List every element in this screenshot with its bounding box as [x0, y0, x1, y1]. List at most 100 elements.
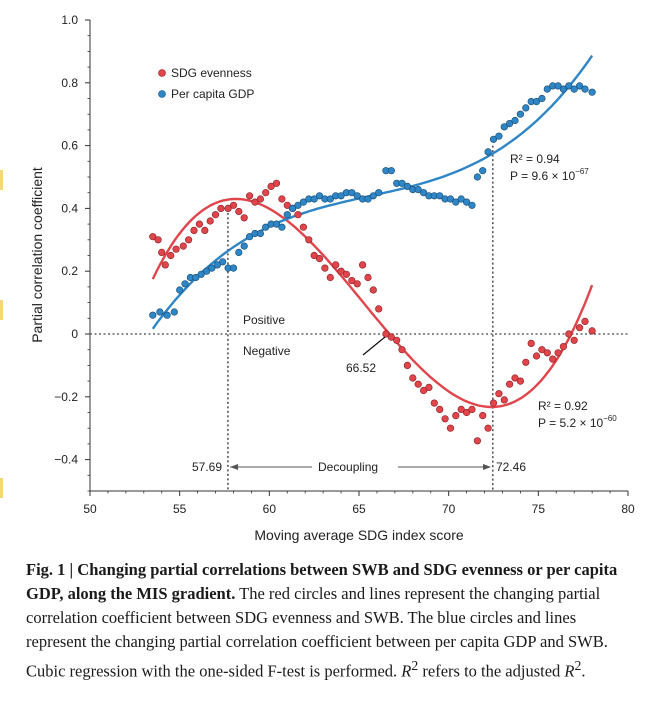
left-threshold-label: 57.69: [192, 460, 222, 474]
data-point-sdg-evenness: [565, 330, 573, 338]
data-point-sdg-evenness: [201, 226, 209, 234]
data-point-per-capita-gdp: [208, 264, 216, 272]
data-point-sdg-evenness: [532, 352, 541, 360]
data-point-per-capita-gdp: [337, 192, 345, 200]
data-point-per-capita-gdp: [229, 264, 238, 272]
y-tick-label: 0: [71, 327, 78, 341]
data-point-sdg-evenness: [500, 396, 508, 404]
data-point-per-capita-gdp: [457, 195, 465, 203]
data-point-per-capita-gdp: [588, 88, 596, 96]
data-point-per-capita-gdp: [294, 201, 302, 209]
data-point-per-capita-gdp: [452, 198, 460, 206]
positive-label: Positive: [243, 313, 285, 327]
fit-line-sdg-evenness: [151, 197, 594, 409]
data-point-per-capita-gdp: [463, 198, 471, 206]
data-point-per-capita-gdp: [256, 229, 265, 238]
data-point-sdg-evenness: [251, 198, 259, 206]
data-point-per-capita-gdp: [484, 148, 492, 156]
data-point-sdg-evenness: [342, 270, 351, 278]
data-point-sdg-evenness: [463, 408, 471, 417]
data-point-sdg-evenness: [195, 220, 203, 228]
data-point-per-capita-gdp: [516, 110, 525, 118]
data-point-per-capita-gdp: [387, 167, 395, 175]
data-point-sdg-evenness: [206, 217, 214, 225]
caption-r2-symbol: R: [401, 661, 412, 681]
data-point-sdg-evenness: [240, 214, 248, 222]
data-point-sdg-evenness: [489, 399, 498, 407]
data-point-sdg-evenness: [543, 349, 551, 357]
data-point-sdg-evenness: [321, 264, 329, 272]
data-point-per-capita-gdp: [289, 204, 297, 212]
data-point-sdg-evenness: [375, 305, 383, 313]
y-tick-label: 0.6: [61, 139, 78, 153]
x-tick-label: 50: [83, 502, 97, 516]
data-point-per-capita-gdp: [310, 195, 318, 203]
data-point-per-capita-gdp: [197, 270, 205, 278]
data-point-sdg-evenness: [278, 195, 286, 203]
caption-lead: Fig. 1 | Changing partial correlations b…: [26, 560, 618, 603]
data-point-per-capita-gdp: [203, 267, 211, 275]
legend: SDG evenness Per capita GDP: [158, 66, 254, 101]
data-point-sdg-evenness: [516, 377, 525, 385]
data-point-per-capita-gdp: [506, 119, 514, 128]
data-point-sdg-evenness: [154, 236, 162, 244]
data-point-sdg-evenness: [185, 236, 193, 244]
data-point-sdg-evenness: [246, 192, 254, 200]
data-point-per-capita-gdp: [375, 189, 383, 197]
data-point-sdg-evenness: [283, 201, 291, 209]
data-point-per-capita-gdp: [559, 85, 568, 93]
data-point-sdg-evenness: [559, 343, 568, 351]
data-point-per-capita-gdp: [473, 173, 482, 181]
data-point-per-capita-gdp: [468, 201, 476, 209]
y-tick-label: 1.0: [61, 13, 78, 27]
data-point-sdg-evenness: [167, 251, 175, 260]
data-point-per-capita-gdp: [299, 198, 308, 206]
data-point-sdg-evenness: [364, 273, 372, 282]
data-point-sdg-evenness: [149, 233, 157, 241]
data-point-sdg-evenness: [506, 380, 514, 388]
data-point-sdg-evenness: [387, 333, 395, 341]
data-point-sdg-evenness: [305, 236, 313, 244]
data-point-sdg-evenness: [570, 336, 578, 344]
data-point-sdg-evenness: [414, 380, 422, 388]
data-point-per-capita-gdp: [156, 308, 164, 316]
data-point-sdg-evenness: [211, 211, 220, 219]
correlation-chart: 50 55 60 65 70 75 80 1.0 0.8 0.6 0.4 0.2 0 −0.2 −0.4 S…: [29, 13, 635, 543]
data-point-sdg-evenness: [294, 211, 302, 219]
data-point-per-capita-gdp: [369, 192, 377, 200]
data-point-per-capita-gdp: [262, 223, 270, 231]
data-point-sdg-evenness: [256, 195, 265, 203]
legend-marker-per-capita-gdp: [158, 90, 166, 98]
data-point-sdg-evenness: [527, 339, 535, 348]
data-point-sdg-evenness: [420, 386, 428, 395]
gdp-fit-stats: R² = 0.94 P = 9.6 × 10−67: [510, 152, 589, 183]
decoupling-annotation: 57.69 Decoupling 72.46: [192, 460, 526, 474]
data-point-sdg-evenness: [262, 189, 270, 197]
data-point-sdg-evenness: [575, 324, 584, 332]
chart-axes: 50 55 60 65 70 75 80 1.0 0.8 0.6 0.4 0.2 0 −0.2 −0.4: [54, 13, 635, 516]
caption-period: .: [581, 661, 586, 681]
x-tick-label: 65: [352, 502, 366, 516]
data-point-per-capita-gdp: [532, 97, 541, 106]
data-point-per-capita-gdp: [500, 123, 508, 131]
y-tick-label: −0.4: [54, 453, 78, 467]
data-point-per-capita-gdp: [446, 195, 455, 203]
data-point-per-capita-gdp: [495, 132, 503, 140]
data-point-sdg-evenness: [190, 226, 198, 234]
y-tick-label: 0.2: [61, 264, 78, 278]
data-point-per-capita-gdp: [315, 192, 324, 200]
data-point-sdg-evenness: [272, 179, 281, 187]
data-point-per-capita-gdp: [219, 258, 227, 266]
data-point-sdg-evenness: [326, 273, 334, 282]
data-point-per-capita-gdp: [581, 85, 589, 93]
y-tick-label: 0.4: [61, 201, 78, 215]
data-point-sdg-evenness: [473, 437, 482, 445]
data-point-sdg-evenness: [179, 242, 187, 250]
evenness-p-value-label: P = 5.2 × 10−60: [538, 414, 617, 430]
data-point-sdg-evenness: [353, 280, 361, 288]
data-point-per-capita-gdp: [364, 195, 372, 203]
data-point-sdg-evenness: [468, 405, 476, 414]
data-point-sdg-evenness: [457, 405, 465, 414]
data-point-sdg-evenness: [224, 204, 232, 212]
data-point-per-capita-gdp: [436, 192, 444, 200]
